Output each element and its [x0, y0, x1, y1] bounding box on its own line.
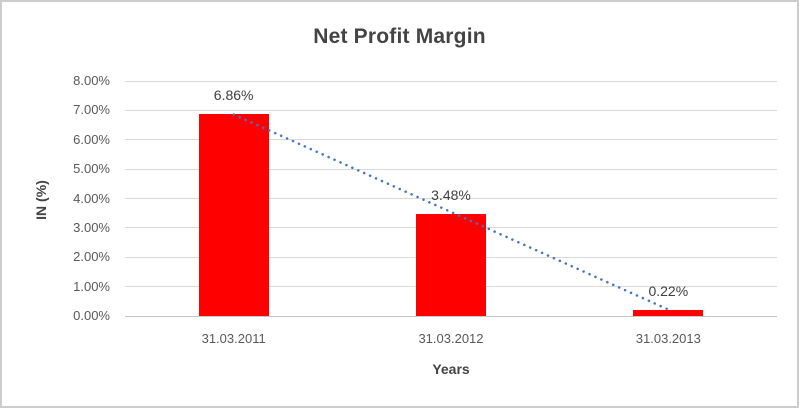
- category-label: 31.03.2011: [201, 331, 266, 346]
- y-tick-label: 1.00%: [73, 278, 110, 294]
- y-tick-label: 2.00%: [73, 249, 110, 265]
- category-label: 31.03.2013: [635, 331, 701, 346]
- gridline: [125, 80, 777, 82]
- bar-31.03.2012: [416, 213, 486, 316]
- bar-31.03.2011: [198, 114, 269, 316]
- data-label: 0.22%: [648, 282, 689, 299]
- data-label: 3.48%: [431, 186, 471, 203]
- y-tick-label: 5.00%: [73, 161, 110, 177]
- bar-31.03.2013: [633, 309, 704, 316]
- chart-title: Net Profit Margin: [313, 25, 486, 48]
- y-tick-label: 3.00%: [73, 219, 110, 235]
- y-tick-label: 6.00%: [73, 131, 110, 147]
- gridline: [125, 109, 777, 111]
- y-tick-label: 8.00%: [73, 73, 110, 88]
- y-tick-label: 0.00%: [73, 308, 110, 323]
- category-label: 31.03.2012: [418, 331, 484, 346]
- y-tick-label: 7.00%: [73, 102, 110, 118]
- x-axis-line: [125, 315, 777, 317]
- data-label: 6.86%: [213, 87, 254, 104]
- y-tick-label: 4.00%: [73, 190, 110, 206]
- x-axis-title: Years: [432, 361, 470, 377]
